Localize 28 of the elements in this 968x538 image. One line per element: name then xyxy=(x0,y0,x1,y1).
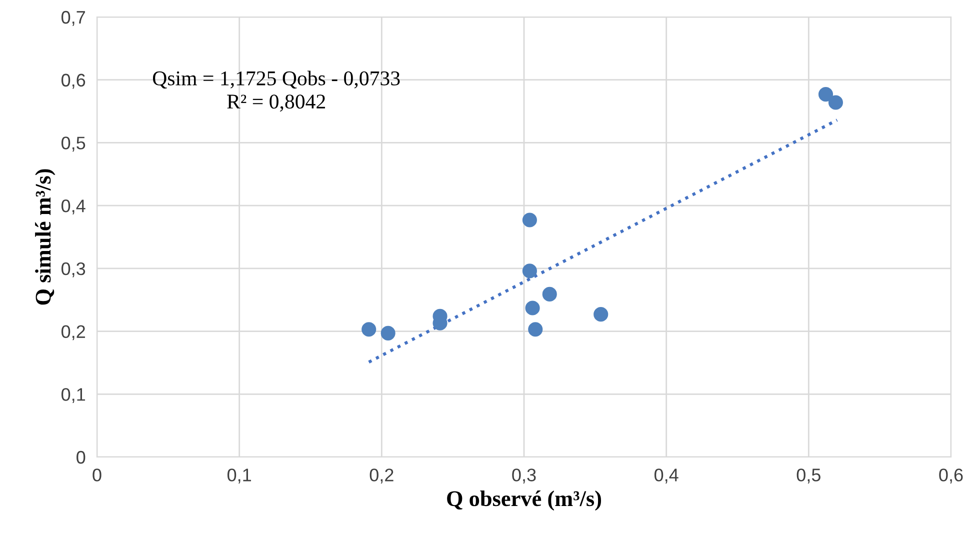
point xyxy=(828,95,843,110)
point xyxy=(542,286,557,302)
point xyxy=(525,300,540,316)
x-tick-label: 0,5 xyxy=(796,468,820,484)
annotation: Qsim = 1,1725 Qobs - 0,0733 R² = 0,8042 xyxy=(152,70,400,112)
y-tick-label: 0,7 xyxy=(61,10,85,26)
point xyxy=(380,326,396,340)
x-axis-title: Q observé (m³/s) xyxy=(447,490,602,511)
y-axis-title: Q simulé m³/s) xyxy=(35,169,56,305)
x-tick-label: 0,2 xyxy=(370,468,394,484)
y-tick-label: 0,5 xyxy=(61,136,86,152)
point xyxy=(522,212,537,228)
y-tick-label: 0,4 xyxy=(61,200,86,214)
point xyxy=(818,87,834,102)
point xyxy=(362,322,376,337)
y-tick-label: 0,2 xyxy=(61,325,85,340)
y-tick-label: 0,1 xyxy=(61,388,86,403)
y-tick-label: 0,3 xyxy=(61,262,86,278)
y-tick-label: 0,6 xyxy=(61,74,86,89)
x-tick-label: 0 xyxy=(92,468,102,482)
point xyxy=(594,307,608,322)
y-tick-label: 0 xyxy=(76,450,86,464)
point xyxy=(528,322,543,337)
x-tick-label: 0,1 xyxy=(227,468,252,484)
x-tick-label: 0,4 xyxy=(654,468,678,484)
x-tick-label: 0,6 xyxy=(939,468,963,484)
point xyxy=(522,264,537,278)
x-tick-label: 0,3 xyxy=(512,468,536,484)
